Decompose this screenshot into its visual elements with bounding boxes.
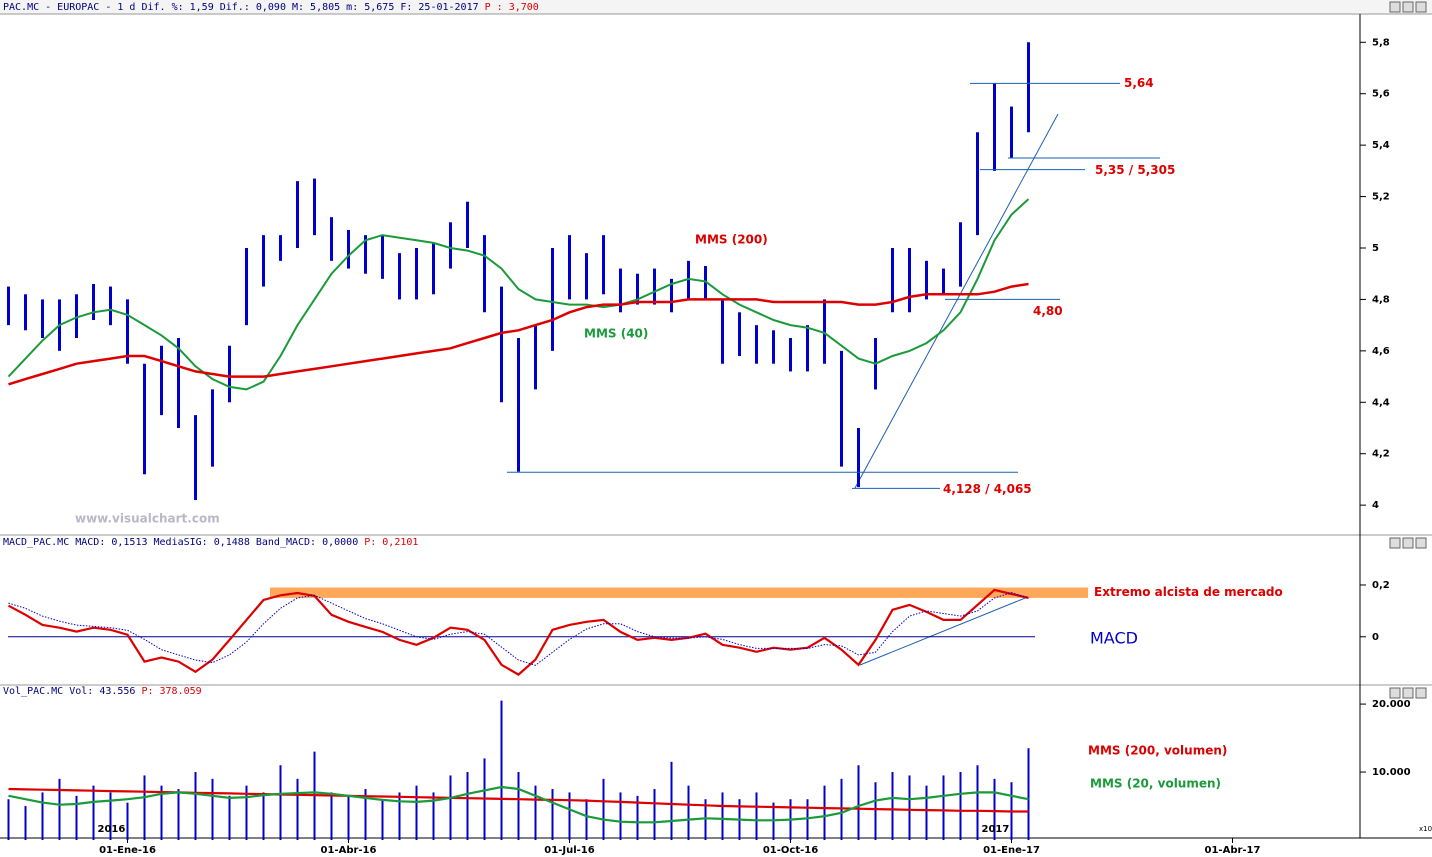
y-tick-label: 4,2 — [1372, 449, 1390, 460]
button-close[interactable] — [1415, 537, 1427, 549]
button-maximize[interactable] — [1402, 537, 1414, 549]
y-tick-label: 4 — [1372, 500, 1379, 511]
button-close[interactable] — [1415, 687, 1427, 699]
button-minimize[interactable] — [1389, 537, 1401, 549]
header-bar — [0, 0, 1432, 14]
panel-title-extra: P : 3,700 — [485, 2, 539, 13]
series-line — [8, 282, 1029, 386]
panel-title-extra: P: 0,2101 — [364, 537, 418, 548]
y-tick-label: 4,6 — [1372, 346, 1390, 357]
x-tick-label: 01-Ene-16 — [99, 845, 156, 856]
year-label: 2017 — [982, 824, 1010, 835]
y-tick-label: 0 — [1372, 632, 1379, 643]
x-tick-label: 01-Ene-17 — [983, 845, 1040, 856]
series-label: MMS (40) — [584, 327, 648, 341]
button-close[interactable] — [1415, 1, 1427, 13]
trend-line — [854, 113, 1059, 489]
button-maximize[interactable] — [1402, 1, 1414, 13]
series-label: MMS (200, volumen) — [1088, 744, 1227, 758]
band — [270, 587, 1088, 598]
panel-title-extra: P: 378.059 — [141, 686, 201, 697]
series-label: MACD — [1090, 629, 1138, 648]
y-tick-label: 5,6 — [1372, 89, 1390, 100]
y-tick-label: 5,4 — [1372, 140, 1390, 151]
level-label: 4,128 / 4,065 — [943, 482, 1032, 496]
band-label: Extremo alcista de mercado — [1094, 585, 1283, 599]
y-tick-label: 4,4 — [1372, 397, 1390, 408]
watermark: www.visualchart.com — [75, 512, 220, 526]
series-label: MMS (200) — [695, 233, 768, 247]
panel-title: MACD_PAC.MC MACD: 0,1513 MediaSIG: 0,148… — [3, 537, 358, 548]
y-tick-label: 4,8 — [1372, 294, 1390, 305]
series-line — [8, 592, 1029, 666]
y-tick-label: 10.000 — [1372, 767, 1411, 778]
button-minimize[interactable] — [1389, 1, 1401, 13]
x-tick-label: 01-Abr-17 — [1205, 845, 1261, 856]
y-tick-label: 5,8 — [1372, 37, 1390, 48]
x-tick-label: 01-Oct-16 — [763, 845, 818, 856]
level-label: 5,64 — [1124, 76, 1154, 90]
scale-note: x10 — [1419, 825, 1432, 833]
trend-line — [859, 591, 1041, 666]
x-tick-label: 01-Jul-16 — [544, 845, 594, 856]
y-tick-label: 5,2 — [1372, 192, 1390, 203]
y-tick-label: 0,2 — [1372, 580, 1390, 591]
x-tick-label: 01-Abr-16 — [321, 845, 377, 856]
button-minimize[interactable] — [1389, 687, 1401, 699]
button-maximize[interactable] — [1402, 687, 1414, 699]
series-label: MMS (20, volumen) — [1090, 777, 1221, 791]
y-tick-label: 20.000 — [1372, 699, 1411, 710]
panel-title: Vol_PAC.MC Vol: 43.556 — [3, 686, 135, 697]
level-label: 5,35 / 5,305 — [1095, 163, 1175, 177]
level-label: 4,80 — [1033, 304, 1063, 318]
y-tick-label: 5 — [1372, 243, 1379, 254]
series-line — [7, 198, 1030, 391]
series-line — [7, 588, 1029, 676]
window-buttons[interactable] — [1389, 1, 1427, 699]
series-line — [8, 785, 1029, 824]
year-label: 2016 — [98, 824, 126, 835]
panel-title: PAC.MC - EUROPAC - 1 d Dif. %: 1,59 Dif.… — [3, 2, 479, 13]
